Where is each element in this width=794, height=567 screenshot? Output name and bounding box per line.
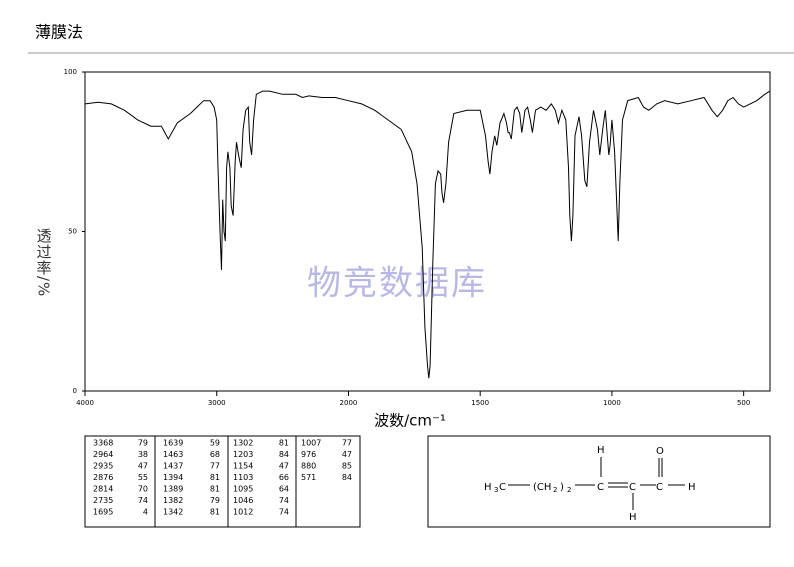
table-cell: 70 (138, 485, 148, 494)
table-cell: 1342 (163, 508, 183, 517)
table-cell: 1394 (163, 473, 183, 482)
table-cell: 81 (210, 508, 220, 517)
table-cell: 1695 (93, 508, 113, 517)
table-cell: 571 (301, 473, 316, 482)
table-cell: 2964 (93, 450, 113, 459)
table-cell: 84 (279, 450, 289, 459)
table-cell: 4 (143, 508, 148, 517)
x-tick-label: 1500 (471, 399, 489, 407)
table-cell: 79 (210, 496, 220, 505)
structure-atom: 3 (494, 486, 498, 494)
table-cell: 1095 (233, 485, 253, 494)
table-cell: 81 (279, 439, 289, 448)
table-cell: 47 (279, 462, 289, 471)
table-cell: 84 (342, 473, 352, 482)
table-cell: 66 (279, 473, 289, 482)
structure-atom: H (484, 482, 492, 493)
table-cell: 1154 (233, 462, 253, 471)
bonds (508, 457, 685, 510)
table-cell: 1639 (163, 439, 183, 448)
table-cell: 85 (342, 462, 352, 471)
structure-atom: C (597, 482, 604, 493)
structure-atom: O (656, 446, 664, 457)
structure-atom: C (656, 482, 663, 493)
table-cell: 74 (279, 508, 289, 517)
table-cell: 38 (138, 450, 148, 459)
table-cell: 1046 (233, 496, 253, 505)
structure-atom: H (688, 482, 696, 493)
table-cell: 47 (342, 450, 352, 459)
structure-box (427, 435, 771, 528)
table-cell: 1437 (163, 462, 183, 471)
table-cell: 1007 (301, 439, 321, 448)
y-tick-label: 50 (68, 228, 77, 236)
table-cell: 77 (210, 462, 220, 471)
table-cell: 1382 (163, 496, 183, 505)
table-cell: 1302 (233, 439, 253, 448)
peak-table (84, 435, 361, 528)
page-title: 薄膜法 (35, 23, 83, 42)
table-cell: 3368 (93, 439, 113, 448)
table-cell: 68 (210, 450, 220, 459)
watermark: 物竞数据库 (307, 264, 487, 304)
table-cell: 79 (138, 439, 148, 448)
table-cell: 1463 (163, 450, 183, 459)
table-cell: 2935 (93, 462, 113, 471)
spectrum-line (84, 90, 771, 379)
x-tick-label: 3000 (208, 399, 226, 407)
y-tick-label: 100 (64, 68, 77, 76)
structure-atom: (CH (533, 482, 551, 493)
structure-atom: 2 (553, 486, 557, 494)
table-cell: 74 (279, 496, 289, 505)
table-cell: 81 (210, 473, 220, 482)
x-tick-label: 2000 (340, 399, 358, 407)
x-tick-label: 4000 (76, 399, 94, 407)
y-tick-label: 0 (73, 387, 77, 395)
table-cell: 59 (210, 439, 220, 448)
table-cell: 976 (301, 450, 316, 459)
table-cell: 2735 (93, 496, 113, 505)
table-cell: 64 (279, 485, 289, 494)
structure-atom: H (629, 512, 637, 523)
structure-atom: C (629, 482, 636, 493)
table-cell: 1012 (233, 508, 253, 517)
structure-atom: ) (560, 482, 564, 493)
plot-frame (84, 71, 771, 392)
structure-atom: H (597, 445, 605, 456)
table-cell: 880 (301, 462, 316, 471)
table-cell: 77 (342, 439, 352, 448)
x-tick-label: 500 (737, 399, 750, 407)
structure-atom: 2 (567, 486, 571, 494)
table-cell: 1103 (233, 473, 253, 482)
table-cell: 74 (138, 496, 148, 505)
y-axis-label: 透过率/% (35, 228, 53, 297)
table-cell: 1203 (233, 450, 253, 459)
x-axis-label: 波数/cm⁻¹ (374, 412, 446, 430)
structure-atom: C (499, 482, 506, 493)
x-tick-label: 1000 (603, 399, 621, 407)
table-cell: 2814 (93, 485, 113, 494)
table-cell: 1389 (163, 485, 183, 494)
table-cell: 55 (138, 473, 148, 482)
table-cell: 47 (138, 462, 148, 471)
table-cell: 2876 (93, 473, 113, 482)
table-cell: 81 (210, 485, 220, 494)
